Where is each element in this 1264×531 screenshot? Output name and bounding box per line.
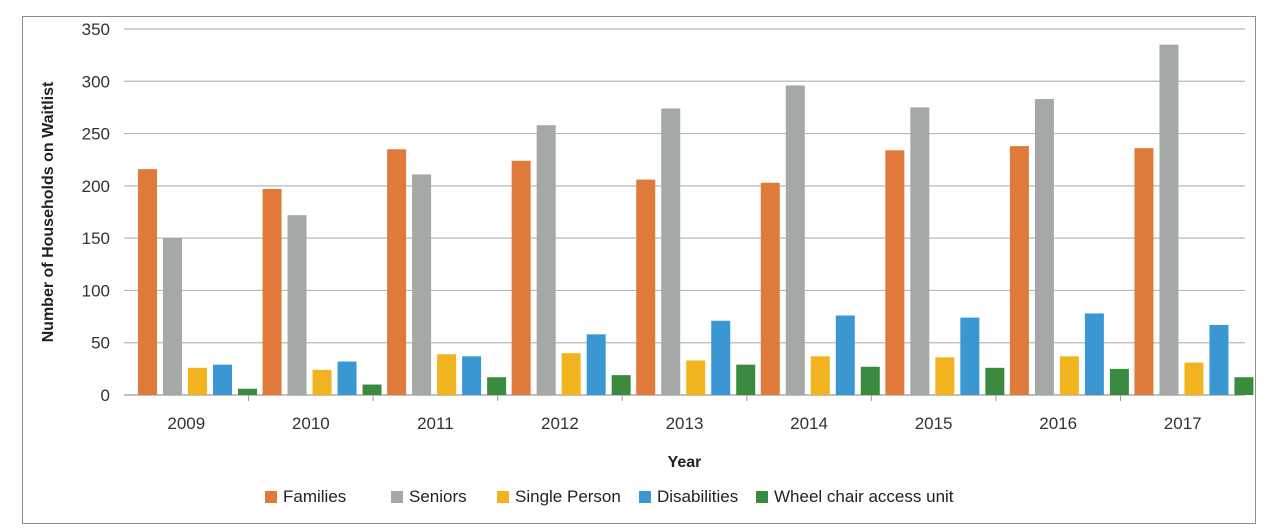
- y-tick-label: 250: [82, 125, 110, 144]
- x-tick-label: 2012: [541, 414, 579, 433]
- bar: [462, 356, 482, 395]
- legend-swatch: [756, 491, 768, 503]
- bar: [262, 188, 282, 395]
- x-tick-label: 2016: [1039, 414, 1077, 433]
- x-tick-label: 2011: [417, 414, 454, 433]
- bar-chart: 0 50 100 150 200 250 300 350 2009 2010 2011 2012 201…: [40, 20, 1254, 506]
- bar: [711, 320, 731, 395]
- legend-label: Disabilities: [657, 487, 738, 506]
- bar: [536, 125, 556, 395]
- bar: [312, 369, 332, 395]
- bar: [760, 182, 780, 395]
- legend-label: Families: [283, 487, 346, 506]
- bar: [287, 215, 307, 395]
- y-tick-label: 300: [82, 72, 110, 91]
- bar: [835, 315, 855, 395]
- bar: [362, 384, 382, 395]
- bar: [188, 367, 207, 395]
- chart-frame: 0 50 100 150 200 250 300 350 2009 2010 2011 2012 201…: [22, 16, 1256, 524]
- bar: [785, 85, 805, 396]
- bar: [1159, 44, 1179, 395]
- bar: [412, 174, 432, 395]
- bar: [1134, 148, 1154, 395]
- y-tick-label: 50: [91, 334, 110, 353]
- bar: [511, 160, 531, 395]
- y-tick-label: 150: [82, 229, 110, 248]
- bar: [885, 150, 905, 395]
- bar: [1009, 146, 1029, 395]
- y-tick-label: 100: [82, 281, 110, 300]
- x-tick-label: 2014: [790, 414, 828, 433]
- legend-label: Single Person: [515, 487, 621, 506]
- bar: [935, 357, 955, 395]
- legend-swatch: [265, 491, 277, 503]
- bar: [1059, 356, 1079, 395]
- y-tick-label: 0: [101, 386, 110, 405]
- figure-caption: [0, 0, 1264, 10]
- legend-swatch: [639, 491, 651, 503]
- bar: [1034, 99, 1054, 395]
- bar: [586, 334, 606, 395]
- bar: [487, 377, 507, 395]
- y-axis-title: Number of Households on Waitlist: [40, 81, 57, 342]
- bar: [636, 179, 656, 395]
- bar: [1184, 362, 1204, 395]
- bar: [561, 353, 581, 395]
- legend-label: Seniors: [409, 487, 467, 506]
- bar: [163, 238, 182, 395]
- x-tick-label: 2010: [292, 414, 330, 433]
- bar: [437, 354, 457, 395]
- bar: [337, 361, 357, 395]
- x-axis-title: Year: [668, 454, 702, 471]
- x-tick-label: 2013: [666, 414, 704, 433]
- bar: [736, 364, 756, 395]
- bar: [213, 364, 232, 395]
- bar: [387, 149, 407, 395]
- bar: [985, 367, 1005, 395]
- bar: [1234, 377, 1254, 395]
- bar: [611, 375, 631, 395]
- bar: [910, 107, 930, 395]
- bar: [686, 360, 706, 395]
- bar: [1209, 324, 1229, 395]
- x-tick-label: 2009: [167, 414, 205, 433]
- bar: [860, 366, 880, 395]
- bar: [138, 169, 157, 395]
- y-tick-label: 200: [82, 177, 110, 196]
- x-tick-label: 2015: [915, 414, 953, 433]
- bar: [1084, 313, 1104, 395]
- legend-label: Wheel chair access unit: [774, 487, 954, 506]
- x-tick-label: 2017: [1164, 414, 1202, 433]
- y-tick-label: 350: [82, 20, 110, 39]
- legend-swatch: [497, 491, 509, 503]
- bar: [960, 317, 980, 395]
- bar: [810, 356, 830, 395]
- bar: [238, 388, 257, 395]
- legend-swatch: [391, 491, 403, 503]
- bar: [661, 108, 681, 395]
- bar: [1109, 368, 1129, 395]
